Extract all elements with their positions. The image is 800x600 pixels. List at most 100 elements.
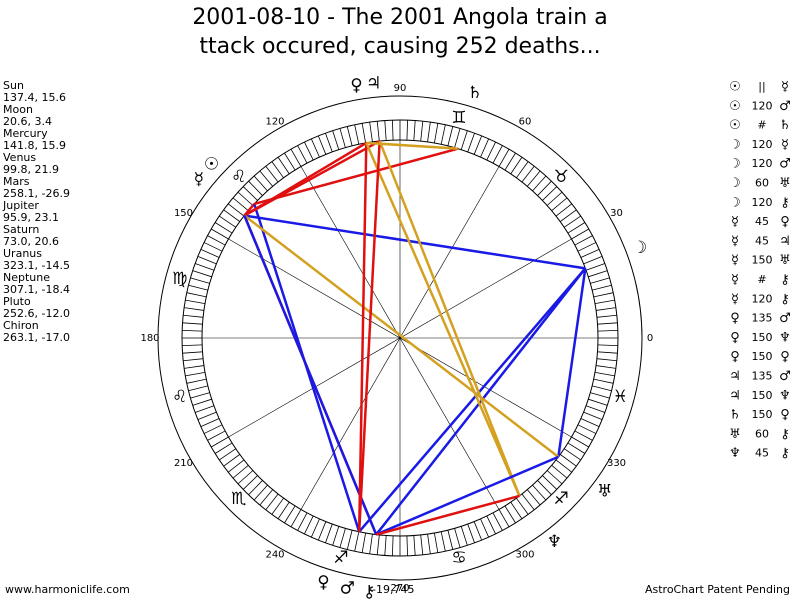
ring-tick (317, 135, 327, 155)
aspect-line (253, 147, 459, 206)
aspect-planet: ☿ (731, 253, 739, 268)
zodiac-sign: ♐ (333, 548, 348, 568)
ring-tick (182, 329, 203, 332)
planet-glyph: ♂ (340, 578, 355, 598)
aspect-planet: ♅ (779, 176, 791, 191)
ring-tick (593, 378, 614, 384)
ring-tick (332, 526, 340, 546)
ring-tick (384, 535, 387, 556)
aspect-planet: ♃ (779, 234, 791, 249)
ring-tick (563, 215, 581, 228)
ring-tick (237, 470, 254, 485)
ring-tick (510, 501, 523, 519)
planet-coords: 99.8, 21.9 (3, 163, 59, 176)
ring-tick (186, 292, 207, 298)
zodiac-sign: ♍ (172, 269, 187, 289)
degree-label: 30 (610, 208, 623, 219)
aspect-type: 45 (755, 234, 769, 247)
ring-tick (203, 424, 223, 434)
planet-coords: 141.8, 15.9 (3, 139, 66, 152)
aspect-line (243, 215, 378, 536)
aspect-line (378, 140, 521, 497)
ring-tick (183, 314, 204, 318)
planet-name: Neptune (3, 271, 50, 284)
ring-tick (304, 515, 314, 535)
ring-tick (413, 120, 416, 141)
ring-tick (182, 322, 203, 325)
ring-tick (346, 126, 353, 146)
aspect-planet: ♀ (780, 350, 790, 365)
ring-tick (192, 398, 212, 406)
aspect-planet: ☉ (729, 99, 741, 114)
ring-tick (427, 534, 431, 554)
planet-name: Sun (3, 79, 24, 92)
ring-tick (440, 531, 446, 552)
ring-tick (433, 123, 439, 144)
ring-tick (555, 203, 573, 217)
planet-coords: 20.6, 3.4 (3, 115, 52, 128)
planet-glyph: ♃ (366, 73, 381, 93)
aspect-planet: ☿ (731, 292, 739, 307)
ring-tick (186, 378, 207, 384)
ring-tick (325, 133, 333, 153)
ring-tick (197, 411, 217, 421)
ring-tick (297, 145, 308, 164)
ring-tick (248, 480, 263, 496)
planet-name: Mars (3, 175, 30, 188)
aspect-planet: ☿ (731, 273, 739, 288)
ring-tick (192, 270, 212, 278)
aspect-planet: ☽ (729, 195, 741, 210)
ring-tick (447, 530, 454, 550)
aspect-planet: ☉ (729, 118, 741, 133)
planet-name: Saturn (3, 223, 39, 236)
ring-tick (510, 157, 523, 175)
ring-tick (284, 152, 296, 171)
planet-coords: 263.1, -17.0 (3, 331, 70, 344)
ring-tick (597, 351, 618, 354)
aspect-line (243, 214, 560, 458)
aspect-line (366, 141, 458, 150)
ring-tick (290, 509, 302, 527)
title-line: 2001-08-10 - The 2001 Angola train a (192, 5, 607, 30)
aspect-planet: ♀ (780, 408, 790, 423)
ring-tick (207, 430, 226, 441)
planet-name: Jupiter (2, 199, 39, 212)
ring-tick (190, 392, 210, 399)
ring-tick (492, 512, 503, 531)
aspect-planet: ♂ (779, 311, 791, 326)
aspect-planet: ♂ (779, 99, 791, 114)
ring-tick (596, 358, 617, 362)
ring-tick (473, 521, 483, 541)
ring-tick (594, 371, 615, 377)
degree-label: 270 (390, 583, 409, 594)
zodiac-sign: ♏ (231, 489, 246, 509)
aspect-planet: ⚷ (780, 273, 790, 288)
aspect-type: 60 (755, 177, 769, 190)
aspect-line (357, 142, 368, 532)
ring-tick (242, 475, 258, 490)
ring-tick (420, 121, 424, 142)
ring-tick (271, 161, 284, 179)
ring-tick (248, 180, 263, 196)
planet-glyph: ☽ (632, 238, 647, 258)
ring-tick (391, 535, 394, 556)
ring-tick (354, 531, 360, 552)
ring-tick (232, 197, 249, 212)
ring-tick (253, 175, 268, 192)
ring-tick (384, 120, 387, 141)
planet-glyph: ⚷ (363, 582, 375, 600)
ring-tick (580, 248, 600, 258)
ring-tick (188, 385, 208, 392)
ring-tick (542, 186, 558, 201)
zodiac-sign: ♊ (451, 108, 466, 128)
aspect-type: 120 (752, 292, 773, 305)
aspect-type: 120 (752, 138, 773, 151)
aspect-planet: ♀ (730, 311, 740, 326)
aspect-planet: ☽ (729, 137, 741, 152)
ring-tick (597, 322, 618, 325)
ring-tick (211, 436, 229, 448)
aspect-planet: ☉ (729, 80, 741, 95)
aspect-type: 120 (752, 196, 773, 209)
ring-tick (580, 418, 600, 428)
